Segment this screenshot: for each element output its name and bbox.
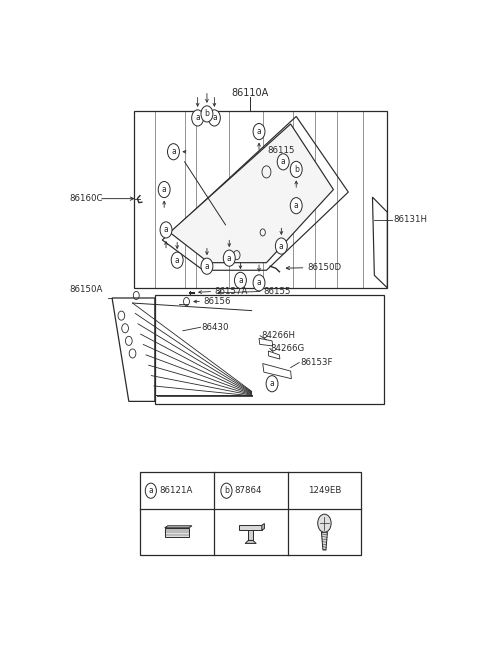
Circle shape — [290, 198, 302, 214]
Text: 86430: 86430 — [202, 323, 229, 331]
Text: 1249EB: 1249EB — [308, 486, 341, 495]
Text: 86153F: 86153F — [300, 358, 333, 367]
Text: a: a — [257, 278, 262, 288]
Text: a: a — [204, 262, 209, 271]
Text: 86157A: 86157A — [215, 287, 248, 296]
Circle shape — [201, 106, 213, 122]
Circle shape — [145, 483, 156, 498]
Circle shape — [234, 272, 246, 288]
Text: a: a — [195, 113, 200, 122]
Text: 86121A: 86121A — [159, 486, 192, 495]
Circle shape — [290, 161, 302, 178]
Polygon shape — [170, 124, 334, 263]
Circle shape — [201, 258, 213, 274]
Text: b: b — [224, 486, 229, 495]
Text: a: a — [164, 225, 168, 234]
Text: a: a — [171, 147, 176, 157]
Bar — [155, 295, 384, 404]
Circle shape — [223, 250, 235, 266]
Circle shape — [208, 110, 220, 126]
Polygon shape — [262, 523, 264, 531]
Polygon shape — [240, 525, 262, 531]
Text: 87864: 87864 — [235, 486, 262, 495]
Text: a: a — [227, 253, 232, 263]
Text: b: b — [204, 109, 209, 119]
Text: 86150A: 86150A — [69, 285, 103, 294]
Text: a: a — [257, 127, 262, 136]
Circle shape — [318, 514, 331, 533]
Circle shape — [160, 222, 172, 238]
Text: a: a — [175, 255, 180, 265]
Text: 84266G: 84266G — [271, 344, 305, 353]
Circle shape — [266, 376, 278, 392]
Polygon shape — [165, 528, 189, 537]
Bar — [140, 472, 361, 555]
Text: a: a — [270, 379, 275, 388]
Text: b: b — [294, 165, 299, 174]
Text: a: a — [212, 113, 217, 122]
Text: a: a — [294, 201, 299, 210]
Circle shape — [221, 483, 232, 498]
Circle shape — [171, 252, 183, 269]
Text: 86131H: 86131H — [393, 215, 427, 224]
Bar — [134, 111, 387, 288]
Text: 86150D: 86150D — [307, 263, 341, 272]
Circle shape — [158, 181, 170, 198]
Text: a: a — [148, 486, 153, 495]
Circle shape — [276, 238, 288, 254]
Text: a: a — [279, 242, 284, 251]
Text: 86156: 86156 — [203, 297, 231, 306]
Polygon shape — [322, 533, 327, 550]
Circle shape — [253, 124, 265, 140]
Polygon shape — [165, 526, 192, 528]
Circle shape — [192, 110, 204, 126]
Text: a: a — [281, 157, 286, 166]
Circle shape — [168, 143, 180, 160]
Text: 86155: 86155 — [264, 287, 291, 296]
Circle shape — [253, 275, 265, 291]
Text: a: a — [162, 185, 167, 194]
Text: 86160C: 86160C — [69, 194, 103, 203]
Circle shape — [277, 154, 289, 170]
Text: 84266H: 84266H — [261, 331, 295, 341]
Polygon shape — [245, 540, 256, 544]
Polygon shape — [249, 531, 253, 540]
Text: 86115: 86115 — [267, 145, 295, 155]
Text: a: a — [238, 276, 243, 285]
Text: 86110A: 86110A — [231, 88, 268, 98]
